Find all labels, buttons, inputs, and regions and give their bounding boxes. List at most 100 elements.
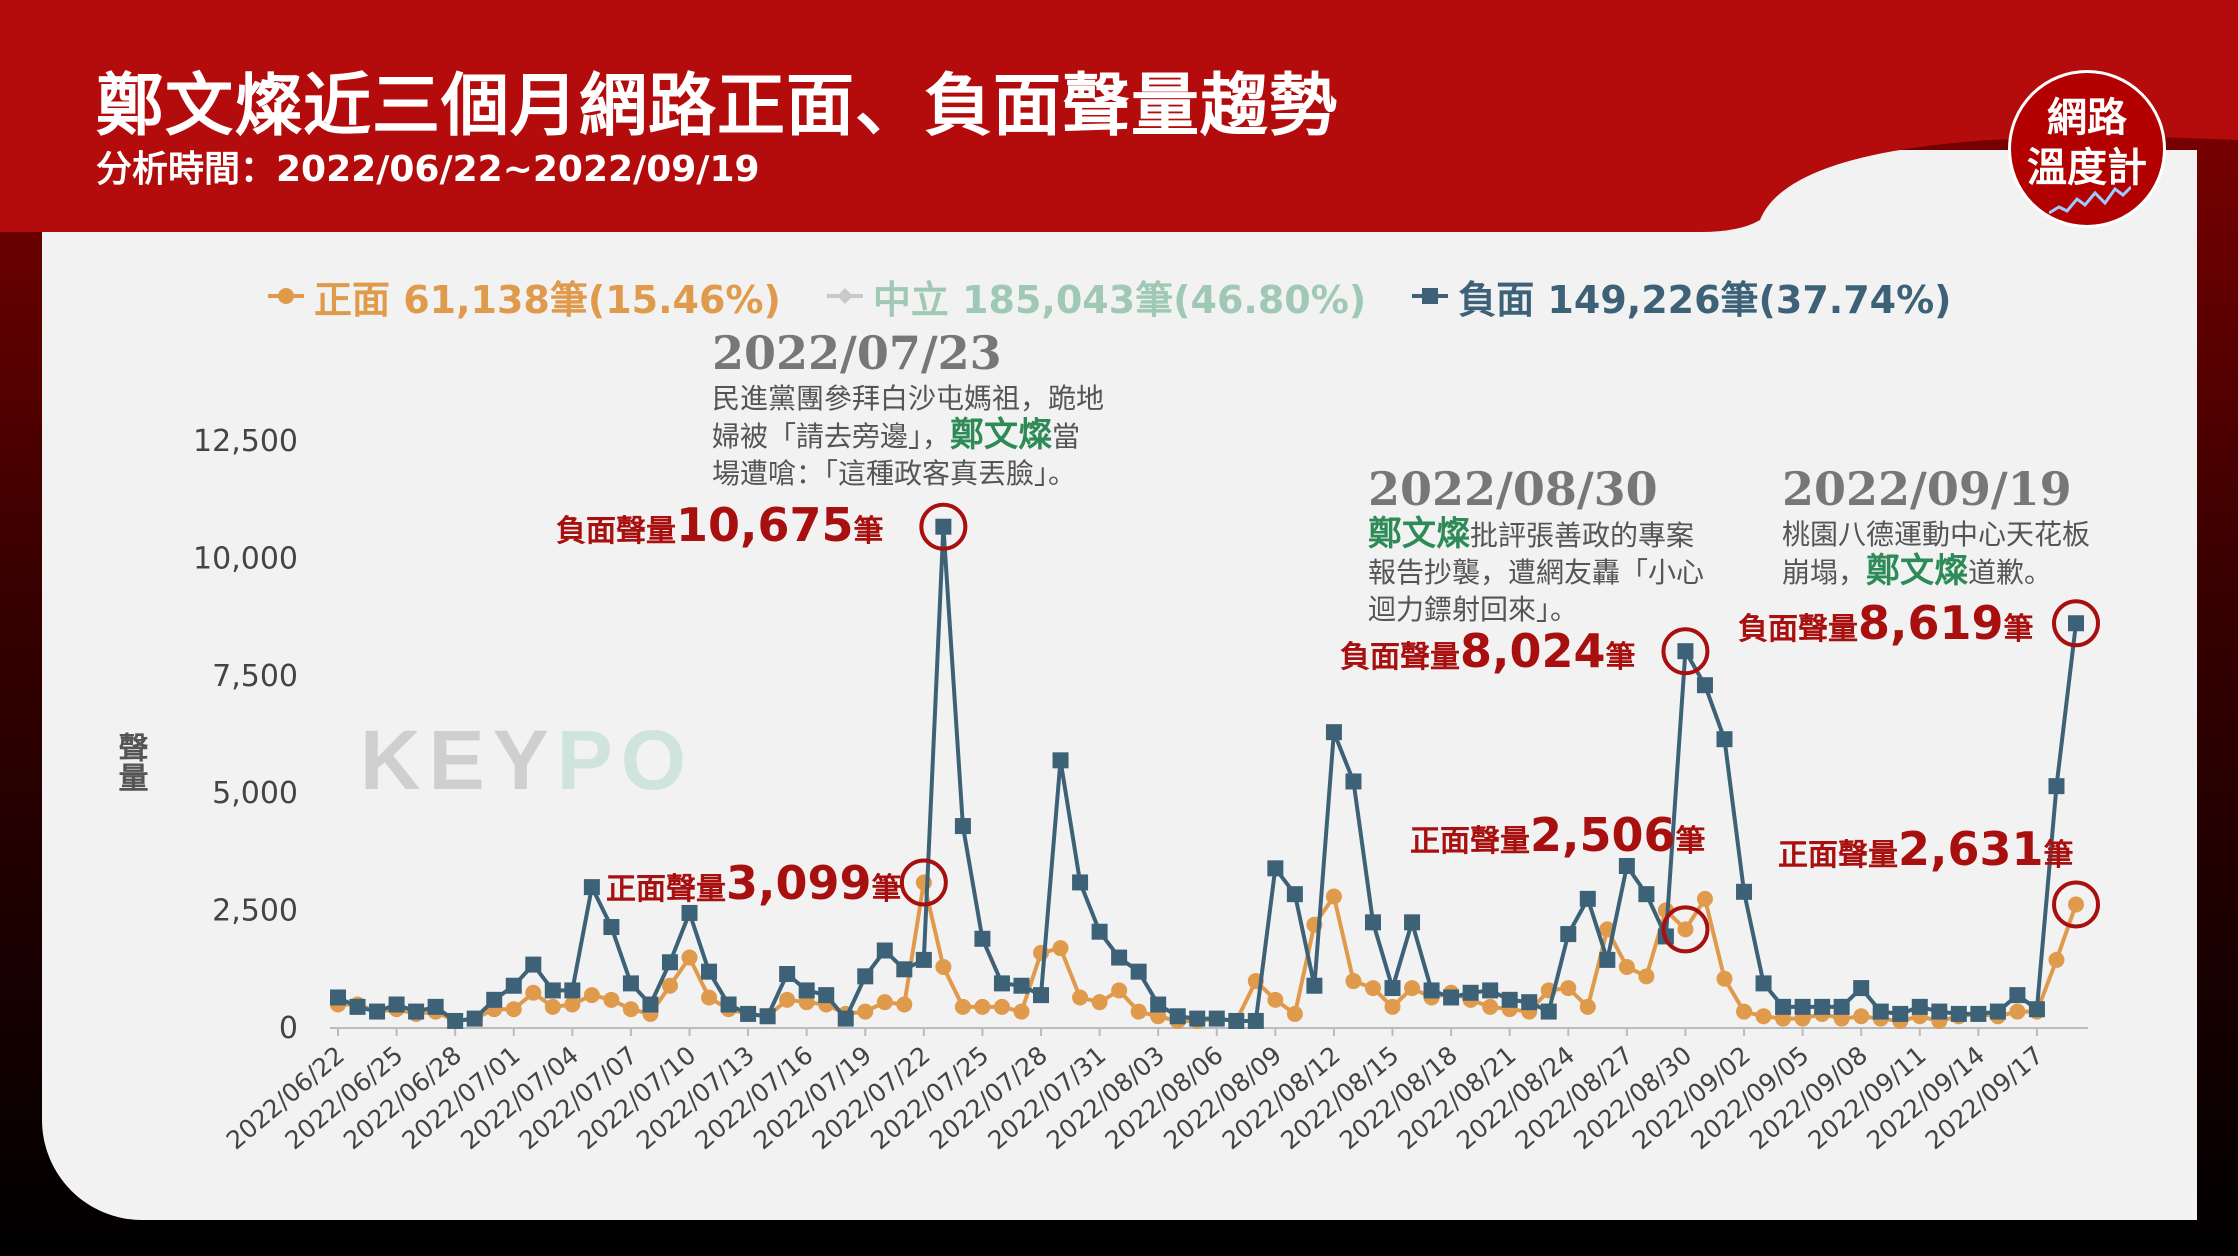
point-negative bbox=[2048, 778, 2065, 795]
point-negative bbox=[408, 1003, 425, 1020]
peak-highlight-circle bbox=[2052, 599, 2100, 648]
peak-markers bbox=[899, 502, 2100, 954]
analysis-period: 分析時間：2022/06/22~2022/09/19 bbox=[96, 149, 760, 190]
point-positive bbox=[603, 991, 620, 1008]
point-negative bbox=[818, 987, 835, 1004]
legend-neutral-marker bbox=[826, 288, 863, 304]
point-positive bbox=[505, 1001, 522, 1018]
point-negative bbox=[564, 982, 581, 999]
point-negative bbox=[1716, 731, 1733, 748]
y-tick-label: 0 bbox=[279, 1011, 298, 1046]
legend-negative-marker bbox=[1412, 288, 1449, 304]
point-negative bbox=[603, 919, 620, 936]
y-tick-label: 2,500 bbox=[212, 894, 298, 929]
peak-highlight-circle bbox=[899, 858, 948, 907]
annotation-0723: 2022/07/23 民進黨團參拜白沙屯媽祖，跪地 婦被「請去旁邊」，鄭文燦當 … bbox=[712, 326, 1104, 492]
point-negative bbox=[1482, 982, 1499, 999]
point-positive bbox=[1482, 998, 1499, 1015]
point-negative bbox=[544, 982, 561, 999]
point-negative bbox=[1814, 998, 1831, 1015]
brand-badge: 網路 溫度計 bbox=[2008, 70, 2166, 228]
point-positive bbox=[1404, 980, 1421, 997]
point-positive bbox=[954, 998, 971, 1015]
point-negative bbox=[974, 930, 991, 947]
callout-positive-0830: 正面聲量2,506筆 bbox=[1410, 808, 1706, 862]
callout-negative-0919: 負面聲量8,619筆 bbox=[1738, 596, 2034, 650]
point-positive bbox=[1755, 1008, 1772, 1025]
annotation-0830: 2022/08/30 鄭文燦批評張善政的專案 報告抄襲，遭網友轟「小心 迴力鏢射… bbox=[1368, 462, 1704, 628]
point-negative bbox=[1130, 963, 1147, 980]
pulse-icon bbox=[2049, 185, 2131, 215]
point-negative bbox=[583, 879, 600, 896]
chart-legend: 正面 61,138筆(15.46%) 中立 185,043筆(46.80%) 負… bbox=[268, 270, 1952, 322]
point-negative bbox=[935, 518, 952, 535]
point-positive bbox=[1072, 989, 1089, 1006]
point-negative bbox=[1384, 980, 1401, 997]
page-title: 鄭文燦近三個月網路正面、負面聲量趨勢 bbox=[96, 67, 1339, 146]
point-negative bbox=[1618, 857, 1635, 874]
point-negative bbox=[1833, 998, 1850, 1015]
point-positive bbox=[876, 994, 893, 1011]
point-positive bbox=[544, 998, 561, 1015]
point-negative bbox=[1462, 984, 1479, 1001]
y-tick-label: 10,000 bbox=[193, 541, 298, 576]
point-negative bbox=[1364, 914, 1381, 931]
point-negative bbox=[1306, 977, 1323, 994]
point-negative bbox=[622, 975, 639, 992]
point-negative bbox=[1931, 1003, 1948, 1020]
y-axis: 0 2,500 5,000 7,500 10,000 12,500 bbox=[193, 424, 298, 1046]
point-negative bbox=[954, 818, 971, 835]
point-positive bbox=[1579, 998, 1596, 1015]
point-positive bbox=[1618, 958, 1635, 975]
point-positive bbox=[1130, 1003, 1147, 1020]
point-negative bbox=[896, 961, 913, 978]
point-negative bbox=[1286, 886, 1303, 903]
point-positive bbox=[1384, 998, 1401, 1015]
point-negative bbox=[1423, 982, 1440, 999]
point-negative bbox=[1794, 998, 1811, 1015]
point-positive bbox=[1638, 968, 1655, 985]
point-negative bbox=[642, 996, 659, 1013]
legend-positive-label: 正面 61,138筆(15.46%) bbox=[314, 277, 781, 322]
point-negative bbox=[1950, 1005, 1967, 1022]
point-negative bbox=[681, 904, 698, 921]
point-negative bbox=[1775, 998, 1792, 1015]
peak-highlight-circle bbox=[1661, 627, 1710, 676]
badge-text-2: 溫度計 bbox=[2027, 145, 2147, 191]
point-negative bbox=[1540, 1003, 1557, 1020]
point-negative bbox=[1892, 1005, 1909, 1022]
annotation-text: 桃園八德運動中心天花板 崩塌，鄭文燦道歉。 bbox=[1782, 518, 2091, 591]
point-negative bbox=[1033, 987, 1050, 1004]
keypo-watermark: KEYPO bbox=[360, 713, 695, 807]
point-negative bbox=[2009, 987, 2026, 1004]
point-negative bbox=[1325, 724, 1342, 741]
point-positive bbox=[564, 996, 581, 1013]
annotation-date: 2022/07/23 bbox=[712, 326, 1002, 380]
point-positive bbox=[1111, 982, 1128, 999]
point-positive bbox=[779, 991, 796, 1008]
point-positive bbox=[1052, 940, 1069, 957]
point-negative bbox=[1267, 860, 1284, 877]
legend-neutral[interactable]: 中立 185,043筆(46.80%) bbox=[826, 269, 1366, 324]
point-negative bbox=[1228, 1012, 1245, 1029]
point-negative bbox=[1208, 1010, 1225, 1027]
legend-positive[interactable]: 正面 61,138筆(15.46%) bbox=[268, 269, 781, 324]
point-negative bbox=[1169, 1008, 1186, 1025]
y-axis-title: 聲量 bbox=[113, 732, 149, 792]
point-positive bbox=[1267, 991, 1284, 1008]
point-negative bbox=[486, 991, 503, 1008]
point-negative bbox=[2028, 1001, 2045, 1018]
legend-negative[interactable]: 負面 149,226筆(37.74%) bbox=[1412, 269, 1952, 324]
point-positive bbox=[622, 1001, 639, 1018]
point-negative bbox=[1111, 949, 1128, 966]
point-positive bbox=[681, 949, 698, 966]
point-positive bbox=[1716, 970, 1733, 987]
point-negative bbox=[1189, 1010, 1206, 1027]
point-negative bbox=[330, 989, 346, 1006]
annotation-date: 2022/08/30 bbox=[1368, 462, 1658, 516]
point-negative bbox=[1638, 886, 1655, 903]
point-positive bbox=[1853, 1008, 1870, 1025]
point-positive bbox=[525, 984, 542, 1001]
point-negative bbox=[1345, 773, 1362, 790]
point-negative bbox=[369, 1003, 386, 1020]
